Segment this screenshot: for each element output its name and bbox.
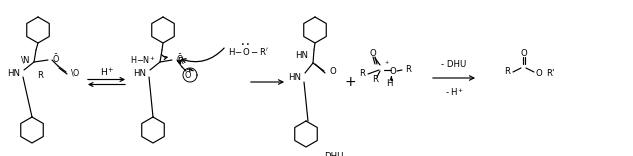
Text: +: + bbox=[344, 75, 356, 89]
Text: H$-\!\overset{\bullet\bullet}{\mathrm{O}}\!-$R$^\prime$: H$-\!\overset{\bullet\bullet}{\mathrm{O}… bbox=[228, 42, 269, 58]
Text: H$^{+}$: H$^{+}$ bbox=[99, 67, 113, 79]
Text: R: R bbox=[37, 71, 43, 80]
Text: DHU: DHU bbox=[324, 152, 344, 156]
Text: R: R bbox=[504, 68, 510, 76]
Text: HN: HN bbox=[133, 68, 146, 78]
Text: H: H bbox=[385, 80, 392, 88]
Text: - H$^{+}$: - H$^{+}$ bbox=[444, 86, 463, 98]
Text: HN: HN bbox=[295, 51, 308, 61]
Text: R': R' bbox=[546, 70, 555, 78]
Text: $^{+}$: $^{+}$ bbox=[384, 61, 390, 67]
Text: O: O bbox=[536, 68, 542, 78]
Text: H$-$N$^{+}$: H$-$N$^{+}$ bbox=[130, 54, 155, 66]
Text: R: R bbox=[405, 66, 411, 75]
Text: - DHU: - DHU bbox=[441, 60, 467, 69]
Text: O: O bbox=[370, 49, 377, 58]
Text: $\bar{\mathrm{O}}$: $\bar{\mathrm{O}}$ bbox=[184, 69, 192, 81]
Text: O: O bbox=[329, 68, 335, 76]
Text: $\backslash$O: $\backslash$O bbox=[70, 68, 80, 78]
Text: R: R bbox=[359, 70, 365, 78]
Text: HN: HN bbox=[288, 73, 301, 81]
Text: $\bar{\mathrm{O}}$: $\bar{\mathrm{O}}$ bbox=[52, 53, 60, 65]
Text: R: R bbox=[177, 56, 183, 66]
Text: O: O bbox=[520, 49, 527, 58]
Text: HN: HN bbox=[7, 68, 20, 78]
Text: R: R bbox=[372, 76, 378, 85]
Text: $\bar{\mathrm{O}}$: $\bar{\mathrm{O}}$ bbox=[176, 53, 184, 65]
Text: O: O bbox=[390, 68, 396, 76]
Text: $\backslash$N: $\backslash$N bbox=[20, 54, 31, 65]
